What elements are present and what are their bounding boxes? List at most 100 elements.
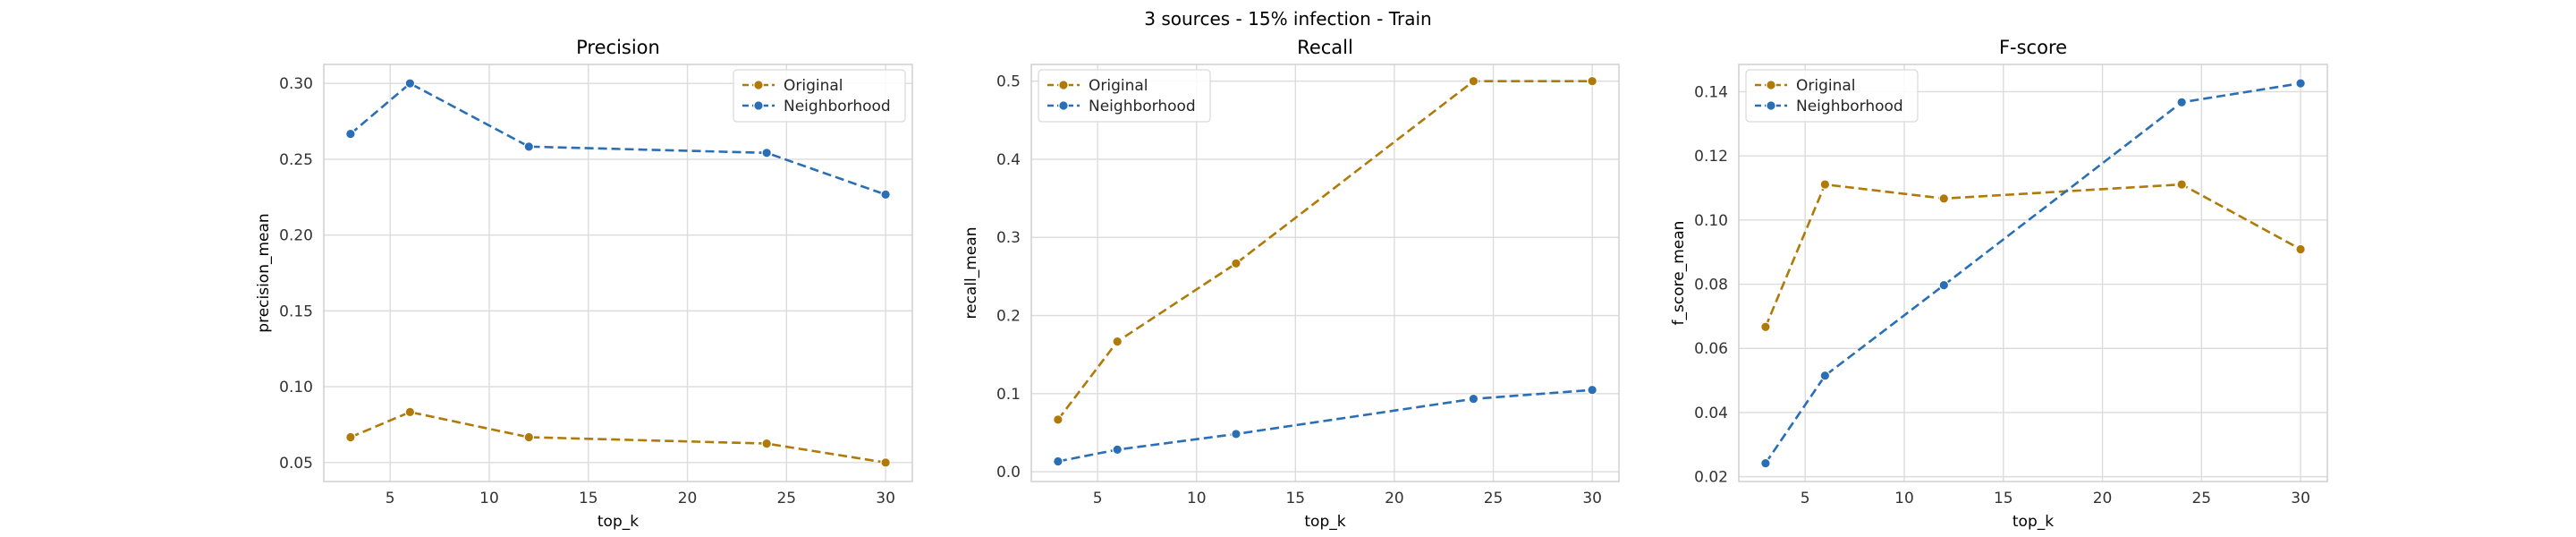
y-axis-label: f_score_mean — [1670, 221, 1688, 326]
x-tick-label: 30 — [876, 490, 895, 507]
legend-label-original: Original — [1089, 77, 1148, 95]
legend-box — [733, 69, 906, 123]
x-tick-label: 15 — [1994, 490, 2013, 507]
data-point-neighborhood — [404, 78, 416, 89]
y-tick-label: 0.12 — [1694, 148, 1728, 166]
y-axis-label: precision_mean — [255, 213, 273, 332]
data-point-neighborhood — [1468, 393, 1479, 405]
y-tick-label: 0.5 — [996, 73, 1021, 91]
x-tick-label: 20 — [2093, 490, 2113, 507]
x-tick-label: 25 — [2191, 490, 2211, 507]
y-axis-label: recall_mean — [962, 227, 980, 320]
x-tick-label: 25 — [1484, 490, 1504, 507]
y-tick-label: 0.06 — [1694, 340, 1728, 358]
data-point-original — [2176, 179, 2187, 190]
legend-label-neighborhood: Neighborhood — [1089, 98, 1196, 115]
data-point-neighborhood — [880, 189, 891, 200]
y-tick-label: 0.15 — [279, 303, 313, 320]
x-tick-label: 10 — [1894, 490, 1914, 507]
x-axis-label: top_k — [1304, 513, 1345, 531]
plot-frame — [323, 64, 913, 482]
data-point-neighborhood — [1819, 370, 1831, 381]
y-tick-label: 0.4 — [996, 151, 1021, 169]
data-point-neighborhood — [2176, 97, 2187, 108]
x-axis-label: top_k — [2012, 513, 2054, 531]
x-tick-label: 5 — [386, 490, 395, 507]
data-point-original — [1112, 336, 1123, 347]
panel-title: Recall — [1297, 37, 1353, 58]
y-tick-label: 0.2 — [996, 308, 1021, 326]
series-line-original — [1764, 183, 2301, 328]
legend-box — [1745, 69, 1919, 123]
legend-marker-original — [1766, 80, 1776, 90]
chart-panel-1: 5 10 15 20 25 30 0.05 0.10 0.15 0.20 0.25 0.30 Preci… — [255, 37, 913, 531]
data-point-original — [1231, 258, 1241, 269]
data-point-original — [404, 406, 416, 418]
legend-marker-neighborhood — [1058, 100, 1069, 111]
y-tick-label: 0.10 — [279, 379, 313, 396]
x-tick-label: 15 — [579, 490, 598, 507]
chart-panel-2: 5 10 15 20 25 30 0.0 0.1 0.2 0.3 0.4 0.5 Recall top_k… — [962, 37, 1620, 531]
plot-frame — [1030, 64, 1620, 482]
legend-label-neighborhood: Neighborhood — [1796, 98, 1903, 115]
y-tick-label: 0.10 — [1694, 212, 1728, 230]
x-tick-label: 30 — [1582, 490, 1602, 507]
data-point-neighborhood — [345, 128, 356, 140]
chart-panel-3: 5 10 15 20 25 30 0.02 0.04 0.06 0.08 0.10 0.12 0.14 F… — [1670, 37, 2328, 531]
data-point-original — [1819, 179, 1831, 190]
plot-frame — [1738, 64, 2328, 482]
y-tick-label: 0.14 — [1694, 83, 1728, 101]
series-line-original — [350, 411, 886, 465]
data-point-neighborhood — [1112, 444, 1123, 456]
data-point-neighborhood — [1587, 384, 1597, 396]
data-point-neighborhood — [1231, 429, 1241, 439]
legend-marker-original — [1058, 80, 1069, 90]
x-tick-label: 5 — [1093, 490, 1103, 507]
series-line-neighborhood — [1057, 388, 1593, 463]
panel-title: Precision — [576, 37, 660, 58]
x-tick-label: 10 — [1187, 490, 1207, 507]
x-tick-label: 30 — [2291, 490, 2310, 507]
y-tick-label: 0.0 — [996, 464, 1021, 482]
x-tick-label: 20 — [1385, 490, 1404, 507]
y-tick-label: 0.02 — [1694, 469, 1728, 487]
y-tick-label: 0.3 — [996, 229, 1021, 247]
data-point-original — [880, 457, 891, 468]
legend-label-original: Original — [1796, 77, 1856, 95]
x-tick-label: 10 — [479, 490, 499, 507]
data-point-neighborhood — [761, 147, 772, 158]
data-point-original — [1053, 414, 1063, 425]
x-axis-label: top_k — [597, 513, 639, 531]
data-point-original — [2295, 243, 2306, 255]
y-tick-label: 0.04 — [1694, 405, 1728, 422]
legend-box — [1038, 69, 1211, 123]
y-tick-label: 0.30 — [279, 75, 313, 93]
x-tick-label: 25 — [776, 490, 796, 507]
data-point-original — [761, 438, 772, 449]
x-tick-label: 15 — [1285, 490, 1305, 507]
x-tick-label: 20 — [678, 490, 698, 507]
panel-title: F-score — [1999, 37, 2067, 58]
legend-marker-original — [753, 80, 764, 90]
figure-suptitle: 3 sources - 15% infection - Train — [1144, 8, 1431, 30]
data-point-original — [1587, 75, 1597, 87]
data-point-original — [1468, 75, 1479, 87]
data-point-neighborhood — [1053, 456, 1063, 467]
data-point-neighborhood — [523, 141, 535, 152]
data-point-original — [523, 431, 535, 443]
legend-marker-neighborhood — [753, 100, 764, 111]
y-tick-label: 0.05 — [279, 455, 313, 473]
y-tick-label: 0.1 — [996, 386, 1021, 404]
legend-label-neighborhood: Neighborhood — [784, 98, 891, 115]
y-tick-label: 0.08 — [1694, 277, 1728, 294]
series-line-original — [1056, 80, 1593, 421]
data-point-original — [1760, 321, 1771, 333]
legend-marker-neighborhood — [1766, 100, 1776, 111]
data-point-neighborhood — [2295, 78, 2306, 89]
series-line-neighborhood — [1764, 81, 2301, 465]
data-point-original — [1938, 193, 1950, 204]
x-tick-label: 5 — [1801, 490, 1810, 507]
y-tick-label: 0.20 — [279, 227, 313, 245]
data-point-neighborhood — [1760, 457, 1771, 469]
